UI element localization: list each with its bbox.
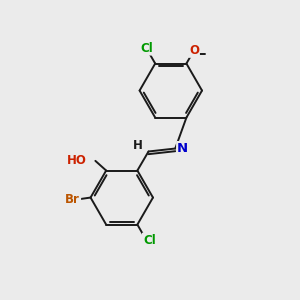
Text: Cl: Cl (143, 233, 156, 247)
Text: N: N (177, 142, 188, 155)
Text: HO: HO (67, 154, 86, 167)
Text: Br: Br (65, 193, 80, 206)
Text: O: O (189, 44, 199, 57)
Text: H: H (133, 139, 143, 152)
Text: Cl: Cl (140, 42, 153, 55)
